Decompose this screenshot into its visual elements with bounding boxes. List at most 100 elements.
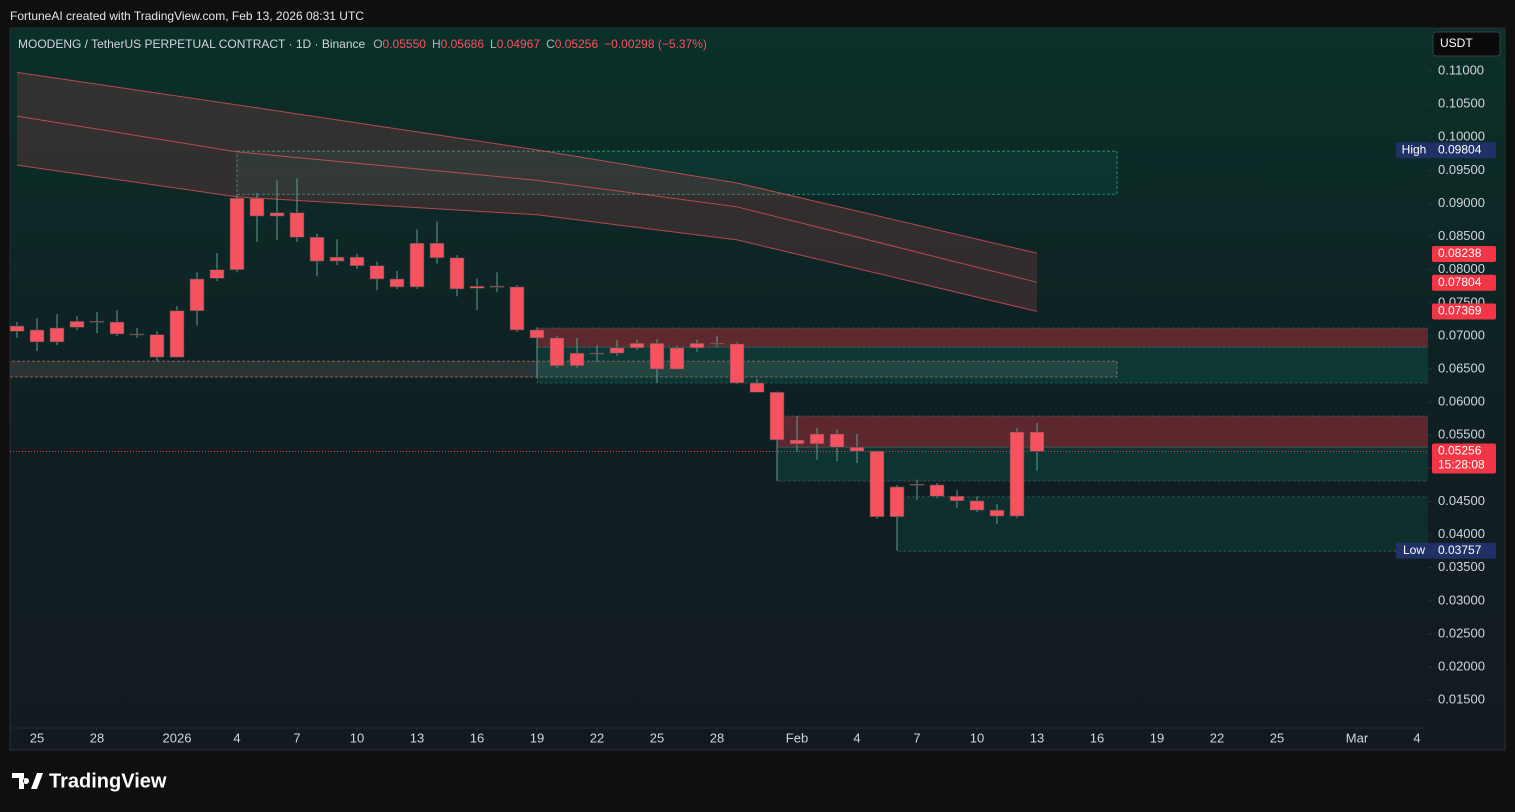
candle-body: [69, 321, 85, 328]
x-tick-label: 13: [1030, 730, 1044, 745]
y-tick-label: 0.01500: [1438, 692, 1485, 707]
ohlc-key: O: [373, 37, 382, 51]
candle-body: [769, 391, 785, 441]
candle-body: [589, 352, 605, 355]
x-tick-label: 2026: [163, 730, 192, 745]
candle-body: [1009, 431, 1025, 517]
price-label-box: [1432, 142, 1496, 159]
candle-body: [429, 242, 445, 259]
candle-body: [709, 342, 725, 345]
x-tick-label: Feb: [786, 730, 808, 745]
y-tick-label: 0.08000: [1438, 261, 1485, 276]
x-tick-label: 4: [233, 730, 240, 745]
candle-body: [1029, 431, 1045, 452]
candle-body: [829, 433, 845, 448]
candle-body: [109, 321, 125, 335]
axes: 0.01500 0.02000 0.02500 0.03000 0.03500 0.040…: [30, 62, 1496, 745]
x-tick-label: 4: [1413, 730, 1420, 745]
candle-body: [649, 342, 665, 370]
x-tick-label: 7: [293, 730, 300, 745]
y-tick-label: 0.09000: [1438, 195, 1485, 210]
candle-body: [789, 439, 805, 445]
ohlc-key: H: [432, 37, 441, 51]
price-label-box: [1432, 274, 1496, 291]
zone: [536, 327, 1428, 348]
x-tick-label: 19: [1150, 730, 1164, 745]
candle-body: [629, 342, 645, 349]
price-label: 0.07369: [1438, 304, 1482, 318]
y-tick-label: 0.10000: [1438, 129, 1485, 144]
candle-body: [509, 286, 525, 331]
band-line: [16, 164, 1038, 312]
brand-logo: TradingView: [12, 770, 167, 792]
candle-body: [889, 486, 905, 518]
candle-body: [169, 310, 185, 358]
candle-body: [969, 500, 985, 511]
candle-body: [989, 509, 1005, 517]
brand-name: TradingView: [49, 770, 167, 792]
price-label: 0.08238: [1438, 246, 1482, 260]
x-tick-label: 19: [530, 730, 544, 745]
candle-body: [249, 197, 265, 217]
y-tick-label: 0.03000: [1438, 592, 1485, 607]
price-label-box: [1432, 303, 1496, 320]
price-label-name: Low: [1403, 543, 1425, 557]
y-tick-label: 0.03500: [1438, 559, 1485, 574]
candle-body: [89, 321, 105, 323]
candle-body: [269, 212, 285, 217]
candle-body: [749, 382, 765, 393]
y-tick-label: 0.10500: [1438, 96, 1485, 111]
candle-body: [129, 333, 145, 336]
x-tick-label: 22: [1210, 730, 1224, 745]
price-change: −0.00298 (−5.37%): [604, 37, 707, 51]
candle-body: [329, 256, 345, 262]
x-tick-label: 16: [1090, 730, 1104, 745]
ohlc-value: 0.05686: [441, 37, 485, 51]
zone: [776, 415, 1428, 448]
y-tick-label: 0.04500: [1438, 493, 1485, 508]
candle-body: [229, 197, 245, 271]
y-tick-label: 0.07000: [1438, 327, 1485, 342]
candle-body: [29, 329, 45, 343]
x-tick-label: 10: [350, 730, 364, 745]
candle-body: [929, 484, 945, 497]
x-tick-label: 25: [1270, 730, 1284, 745]
price-label: 0.07804: [1438, 275, 1482, 289]
ohlc-key: L: [490, 37, 497, 51]
price-label-name-box: [1396, 142, 1432, 159]
zone: [536, 346, 1428, 384]
y-tick-label: 0.02500: [1438, 625, 1485, 640]
x-tick-label: 25: [30, 730, 44, 745]
candle-body: [809, 433, 825, 445]
candle-body: [49, 327, 65, 343]
candle-body: [10, 325, 25, 332]
x-tick-label: 10: [970, 730, 984, 745]
price-label: 0.05256: [1438, 444, 1482, 458]
y-tick-label: 0.06000: [1438, 394, 1485, 409]
candle-body: [389, 278, 405, 288]
candle-body: [569, 352, 585, 367]
currency-button[interactable]: [1432, 31, 1501, 57]
ohlc-key: C: [546, 37, 555, 51]
candle-body: [449, 257, 465, 290]
x-tick-label: 7: [913, 730, 920, 745]
y-tick-label: 0.02000: [1438, 659, 1485, 674]
currency-label: USDT: [1440, 36, 1473, 50]
y-tick-label: 0.08500: [1438, 228, 1485, 243]
price-label-box: [1432, 443, 1496, 474]
candle-body: [869, 450, 885, 518]
attribution: FortuneAI created with TradingView.com, …: [10, 9, 364, 23]
candle-body: [849, 446, 865, 452]
x-tick-label: Mar: [1346, 730, 1369, 745]
x-tick-label: 28: [710, 730, 724, 745]
ohlc-value: 0.05550: [383, 37, 427, 51]
price-label-box: [1432, 542, 1496, 559]
price-label: 0.03757: [1438, 543, 1482, 557]
price-label-box: [1432, 245, 1496, 262]
candle-body: [409, 242, 425, 288]
candle-body: [189, 278, 205, 312]
candle-body: [149, 334, 165, 358]
x-tick-label: 25: [650, 730, 664, 745]
candle-body: [909, 483, 925, 486]
